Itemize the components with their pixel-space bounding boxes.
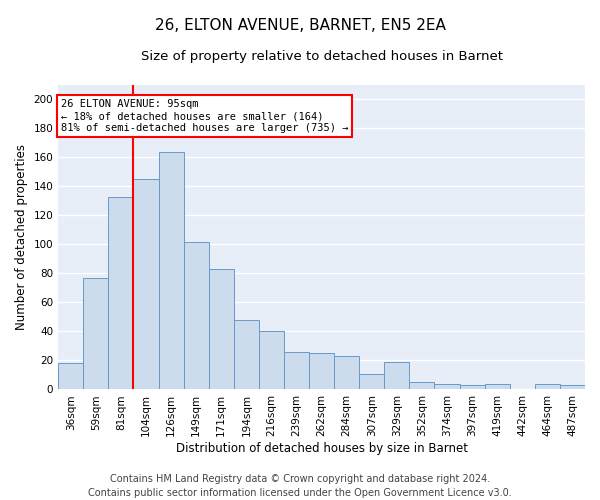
Bar [184, 242, 209, 390]
Bar [359, 374, 385, 390]
Title: Size of property relative to detached houses in Barnet: Size of property relative to detached ho… [140, 50, 503, 63]
Bar [109, 196, 133, 390]
Bar [234, 320, 259, 390]
Bar [334, 356, 359, 390]
X-axis label: Distribution of detached houses by size in Barnet: Distribution of detached houses by size … [176, 442, 467, 455]
Bar [83, 278, 109, 390]
Bar [385, 362, 409, 390]
Text: 26 ELTON AVENUE: 95sqm
← 18% of detached houses are smaller (164)
81% of semi-de: 26 ELTON AVENUE: 95sqm ← 18% of detached… [61, 100, 348, 132]
Bar [309, 353, 334, 390]
Bar [460, 385, 485, 390]
Text: Contains HM Land Registry data © Crown copyright and database right 2024.
Contai: Contains HM Land Registry data © Crown c… [88, 474, 512, 498]
Y-axis label: Number of detached properties: Number of detached properties [15, 144, 28, 330]
Bar [535, 384, 560, 390]
Bar [434, 384, 460, 390]
Bar [409, 382, 434, 390]
Bar [284, 352, 309, 390]
Bar [485, 384, 510, 390]
Bar [133, 179, 158, 390]
Bar [560, 385, 585, 390]
Bar [209, 269, 234, 390]
Bar [58, 364, 83, 390]
Text: 26, ELTON AVENUE, BARNET, EN5 2EA: 26, ELTON AVENUE, BARNET, EN5 2EA [155, 18, 445, 32]
Bar [259, 332, 284, 390]
Bar [158, 152, 184, 390]
